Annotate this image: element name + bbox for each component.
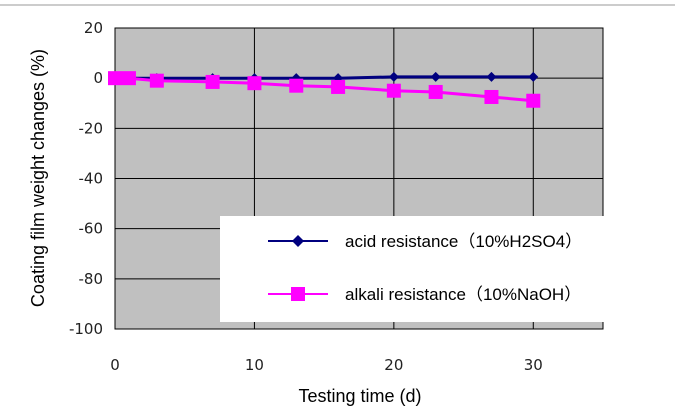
legend-label-alkali: alkali resistance（10%NaOH） bbox=[345, 285, 581, 304]
y-tick-label: -20 bbox=[79, 119, 104, 137]
alkali-data-point bbox=[149, 73, 164, 88]
legend-box bbox=[220, 216, 605, 322]
legend-marker-diamond bbox=[292, 235, 304, 247]
alkali-data-point bbox=[428, 84, 443, 99]
x-tick-label: 10 bbox=[245, 356, 264, 374]
alkali-data-point bbox=[289, 78, 304, 93]
acid-data-point bbox=[528, 71, 539, 82]
y-tick-label: -80 bbox=[79, 270, 104, 288]
acid-data-point bbox=[388, 71, 399, 82]
alkali-data-point bbox=[247, 76, 262, 91]
alkali-data-point bbox=[108, 71, 122, 86]
legend-label-acid: acid resistance（10%H2SO4） bbox=[345, 232, 582, 251]
y-tick-label: 20 bbox=[84, 19, 103, 37]
alkali-data-point bbox=[121, 71, 136, 86]
series-layer bbox=[108, 71, 541, 108]
x-tick-label: 30 bbox=[524, 356, 543, 374]
y-tick-label: -60 bbox=[79, 220, 104, 238]
y-tick-label: 0 bbox=[93, 69, 103, 87]
x-tick-labels: 0 10 20 30 bbox=[110, 356, 543, 374]
acid-data-point bbox=[430, 71, 441, 82]
legend-marker-square bbox=[291, 287, 305, 301]
alkali-data-point bbox=[386, 83, 401, 98]
y-tick-label: -100 bbox=[69, 320, 103, 338]
legend-item-alkali: alkali resistance（10%NaOH） bbox=[268, 285, 581, 304]
x-axis-label: Testing time (d) bbox=[298, 386, 421, 406]
alkali-data-point bbox=[331, 79, 346, 94]
legend: acid resistance（10%H2SO4） alkali resista… bbox=[220, 216, 605, 322]
x-tick-label: 0 bbox=[110, 356, 120, 374]
y-tick-label: -40 bbox=[79, 170, 104, 188]
alkali-data-point bbox=[484, 89, 499, 104]
alkali-data-point bbox=[526, 93, 541, 108]
acid-series-line bbox=[115, 75, 534, 80]
acid-data-point bbox=[486, 71, 497, 82]
y-axis-label: Coating film weight changes (%) bbox=[28, 49, 48, 307]
x-tick-label: 20 bbox=[384, 356, 403, 374]
legend-item-acid: acid resistance（10%H2SO4） bbox=[268, 232, 582, 251]
y-tick-labels: 20 0 -20 -40 -60 -80 -100 bbox=[69, 19, 103, 338]
alkali-data-point bbox=[205, 74, 220, 89]
